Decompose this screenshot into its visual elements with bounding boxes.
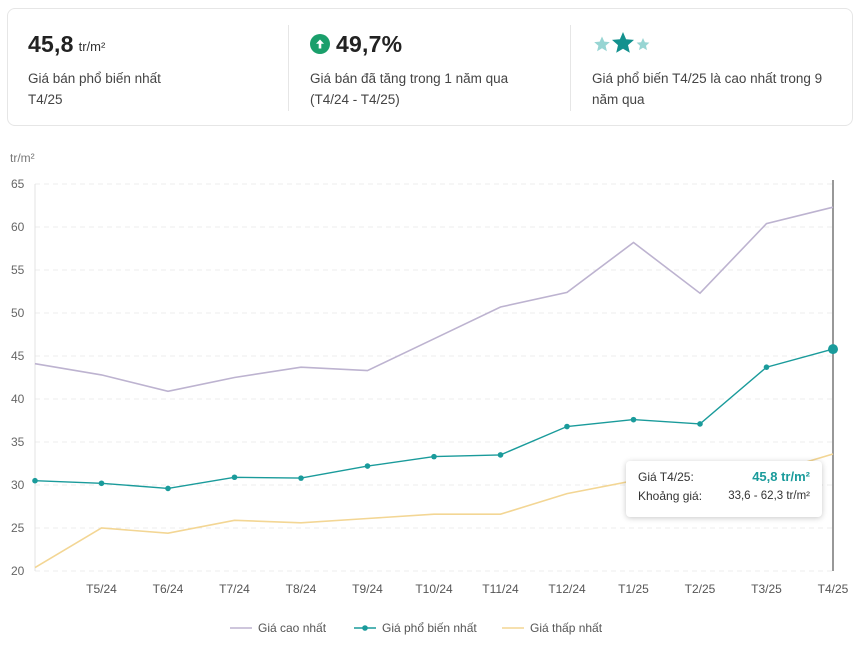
y-tick-label: 40 [11,392,25,406]
y-tick-label: 30 [11,478,25,492]
data-point [165,485,171,492]
x-tick-label: T9/24 [352,582,383,596]
tooltip-title-value: 45,8 tr/m² [752,469,810,484]
data-point [364,463,371,469]
price-chart: tr/m² 20 25 30 35 40 45 50 55 60 65 T5/24 T6/24 T7/… [0,140,860,640]
y-tick-label: 50 [11,306,25,320]
star-icon-highlighted [612,32,634,53]
common-price-unit: tr/m² [78,38,106,54]
y-axis-unit: tr/m² [10,151,35,165]
stat-price-change: 49,7% Giá bán đã tăng trong 1 năm qua (T… [288,9,570,125]
price-change-value: 49,7% [336,30,403,57]
grid-layer [34,180,834,572]
x-tick-label: T2/25 [685,582,716,596]
legend-item-low: Giá thấp nhất [502,621,603,635]
data-point [497,452,504,458]
highlighted-point [828,344,838,355]
tooltip-range-value: 33,6 - 62,3 tr/m² [728,490,810,502]
data-point [298,475,304,481]
stat-rating: Giá phổ biến T4/25 là cao nhất trong 9 n… [570,9,852,125]
data-point [697,421,703,427]
y-tick-label: 45 [11,349,25,363]
rating-stars [592,29,832,59]
x-tick-label: T6/24 [153,582,184,596]
series-line-high [34,206,834,393]
legend-label: Giá thấp nhất [530,621,603,635]
x-tick-label: T8/24 [286,582,317,596]
x-ticks: T5/24 T6/24 T7/24 T8/24 T9/24 T10/24 T11/24 T12… [86,582,849,596]
hover-tooltip: Giá T4/25: 45,8 tr/m² Khoảng giá: 33,6 -… [626,461,822,517]
data-point [231,474,238,481]
legend-label: Giá phổ biến nhất [382,621,477,635]
data-point [763,364,770,370]
y-tick-label: 65 [11,177,25,191]
x-tick-label: T4/25 [818,582,849,596]
star-icon [594,36,610,52]
arrow-up-icon [310,34,330,54]
data-point [630,416,637,423]
summary-card: 45,8 tr/m² Giá bán phổ biến nhất T4/25 4… [7,8,853,126]
x-tick-label: T10/24 [415,582,453,596]
legend-label: Giá cao nhất [258,621,327,635]
x-tick-label: T12/24 [548,582,586,596]
y-ticks: 20 25 30 35 40 45 50 55 60 65 [11,177,25,578]
rating-desc: Giá phổ biến T4/25 là cao nhất trong 9 n… [592,71,823,107]
stat-common-price: 45,8 tr/m² Giá bán phổ biến nhất T4/25 [8,9,288,125]
price-chart-svg: tr/m² 20 25 30 35 40 45 50 55 60 65 T5/24 T6/24 T7/… [10,151,849,635]
common-price-value: 45,8 [28,30,74,57]
y-tick-label: 20 [11,564,25,578]
price-change-desc: Giá bán đã tăng trong 1 năm qua (T4/24 -… [310,71,509,107]
y-tick-label: 35 [11,435,25,449]
y-tick-label: 55 [11,263,25,277]
tooltip-title-label: Giá T4/25: [638,469,694,484]
data-point [564,423,570,430]
x-tick-label: T7/24 [219,582,250,596]
legend: Giá cao nhất Giá phổ biến nhất Giá thấp nh… [230,621,603,635]
legend-marker [362,625,368,631]
y-tick-label: 25 [11,521,25,535]
tooltip-range-label: Khoảng giá: [638,489,703,503]
data-point [431,453,437,460]
y-tick-label: 60 [11,220,25,234]
legend-item-high: Giá cao nhất [230,621,327,635]
common-price-desc: Giá bán phổ biến nhất T4/25 [28,71,161,107]
data-point [32,477,38,484]
x-tick-label: T5/24 [86,582,117,596]
series-points [32,344,838,492]
star-icon [636,38,650,51]
legend-item-common: Giá phổ biến nhất [354,621,477,635]
x-tick-label: T11/24 [482,582,519,596]
data-point [98,480,105,487]
x-tick-label: T3/25 [751,582,782,596]
x-tick-label: T1/25 [618,582,649,596]
